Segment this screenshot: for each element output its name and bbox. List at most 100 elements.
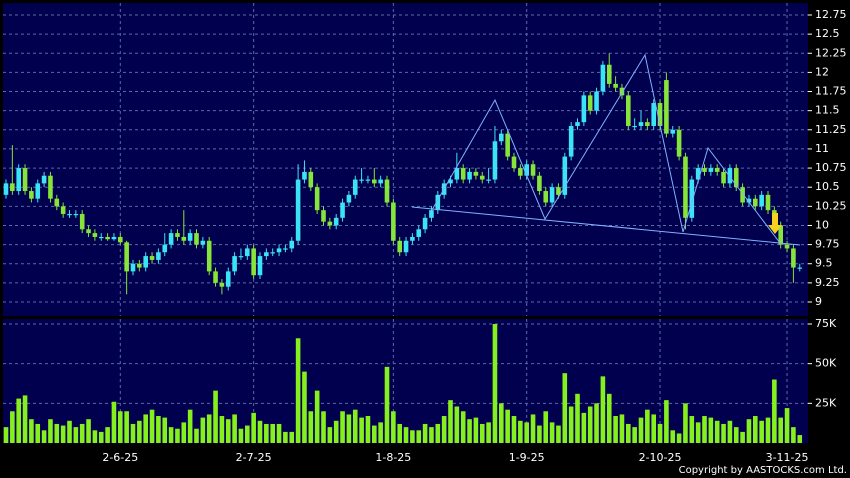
volume-bar bbox=[568, 406, 574, 443]
volume-bar bbox=[365, 416, 371, 443]
volume-bar bbox=[200, 417, 206, 443]
y-tick-label: 11.25 bbox=[815, 123, 847, 136]
candle-body bbox=[346, 194, 352, 203]
candle-body bbox=[213, 271, 218, 283]
volume-bar bbox=[772, 379, 777, 443]
volume-bar bbox=[740, 431, 745, 443]
volume-bar bbox=[156, 416, 161, 443]
volume-bar bbox=[683, 403, 688, 443]
candle-body bbox=[143, 256, 148, 268]
volume-bar bbox=[454, 406, 460, 443]
candle-body bbox=[403, 240, 409, 253]
candle-body bbox=[530, 164, 536, 176]
volume-bar bbox=[543, 411, 549, 443]
volume-bar bbox=[530, 414, 536, 443]
candle-body bbox=[708, 168, 714, 172]
volume-bar bbox=[733, 427, 739, 443]
candle-body bbox=[556, 187, 561, 195]
volume-bar bbox=[575, 393, 580, 443]
candle-body bbox=[359, 179, 364, 181]
volume-bar bbox=[518, 420, 523, 443]
volume-bar bbox=[638, 417, 644, 443]
volume-bar bbox=[416, 430, 422, 443]
candle-body bbox=[200, 240, 206, 245]
candle-body bbox=[149, 256, 155, 260]
candle-body bbox=[270, 252, 275, 254]
candle-body bbox=[454, 168, 460, 180]
candle-body bbox=[695, 168, 701, 180]
volume-bar bbox=[632, 427, 637, 443]
candle-body bbox=[397, 240, 402, 253]
candle-body bbox=[168, 233, 174, 245]
volume-bar bbox=[746, 419, 752, 443]
candle-body bbox=[492, 141, 498, 180]
volume-bar bbox=[441, 416, 447, 443]
volume-bar bbox=[670, 430, 676, 443]
volume-bar bbox=[594, 403, 599, 443]
candle-body bbox=[664, 80, 669, 134]
y-tick-label: 12.25 bbox=[815, 46, 847, 59]
y-tick-label: 11 bbox=[815, 142, 829, 155]
candle-body bbox=[619, 87, 625, 96]
candle-body bbox=[16, 168, 21, 192]
candle-body bbox=[429, 210, 434, 218]
candle-body bbox=[733, 168, 739, 188]
volume-bar bbox=[460, 411, 466, 443]
volume-bar bbox=[397, 423, 402, 443]
volume-bar bbox=[29, 419, 34, 443]
volume-bar bbox=[492, 324, 498, 443]
candle-body bbox=[86, 229, 91, 234]
y-tick-label: 9.75 bbox=[815, 238, 840, 251]
volume-bar bbox=[753, 416, 758, 443]
volume-bar bbox=[422, 423, 428, 443]
candle-body bbox=[3, 183, 9, 195]
volume-bar bbox=[581, 412, 587, 443]
volume-bar bbox=[48, 419, 53, 443]
volume-bar bbox=[175, 428, 180, 443]
candle-body bbox=[422, 217, 428, 230]
candle-body bbox=[48, 175, 53, 199]
candle-body bbox=[391, 202, 396, 241]
candle-body bbox=[727, 168, 733, 184]
candle-body bbox=[181, 236, 187, 241]
zigzag bbox=[431, 53, 781, 244]
candle-body bbox=[467, 171, 472, 180]
candle-body bbox=[657, 103, 663, 126]
volume-bar bbox=[187, 409, 193, 443]
volume-bar bbox=[587, 406, 593, 443]
candle-body bbox=[683, 156, 688, 218]
candle-body bbox=[518, 168, 523, 176]
candle-body bbox=[651, 103, 656, 126]
candle-body bbox=[238, 256, 244, 258]
candle-body bbox=[473, 171, 479, 176]
volume-bar bbox=[676, 433, 682, 443]
volume-bar bbox=[499, 403, 504, 443]
candle-body bbox=[295, 179, 301, 241]
volume-bar bbox=[232, 414, 237, 443]
candle-body bbox=[340, 202, 345, 218]
candle-body bbox=[448, 179, 453, 184]
candle-body bbox=[105, 236, 110, 240]
candle-body bbox=[333, 217, 339, 226]
volume-bar bbox=[257, 420, 263, 443]
candle-body bbox=[35, 183, 41, 199]
x-tick-label: 3-11-25 bbox=[766, 451, 809, 464]
volume-bar bbox=[511, 416, 517, 443]
volume-bar bbox=[92, 430, 98, 443]
candle-body bbox=[543, 191, 549, 203]
volume-bar bbox=[22, 395, 28, 443]
candle-body bbox=[479, 175, 485, 180]
candle-body bbox=[416, 229, 422, 237]
candle-body bbox=[219, 282, 225, 287]
x-tick-label: 2-6-25 bbox=[102, 451, 138, 464]
volume-bar bbox=[181, 422, 187, 443]
volume-bar bbox=[479, 423, 485, 443]
volume-bar bbox=[410, 430, 415, 443]
candle-body bbox=[753, 198, 758, 207]
volume-bar bbox=[664, 400, 669, 443]
x-tick-label: 1-9-25 bbox=[509, 451, 545, 464]
candle-body bbox=[245, 248, 250, 257]
candle-body bbox=[435, 194, 441, 211]
volume-bar bbox=[486, 422, 491, 443]
